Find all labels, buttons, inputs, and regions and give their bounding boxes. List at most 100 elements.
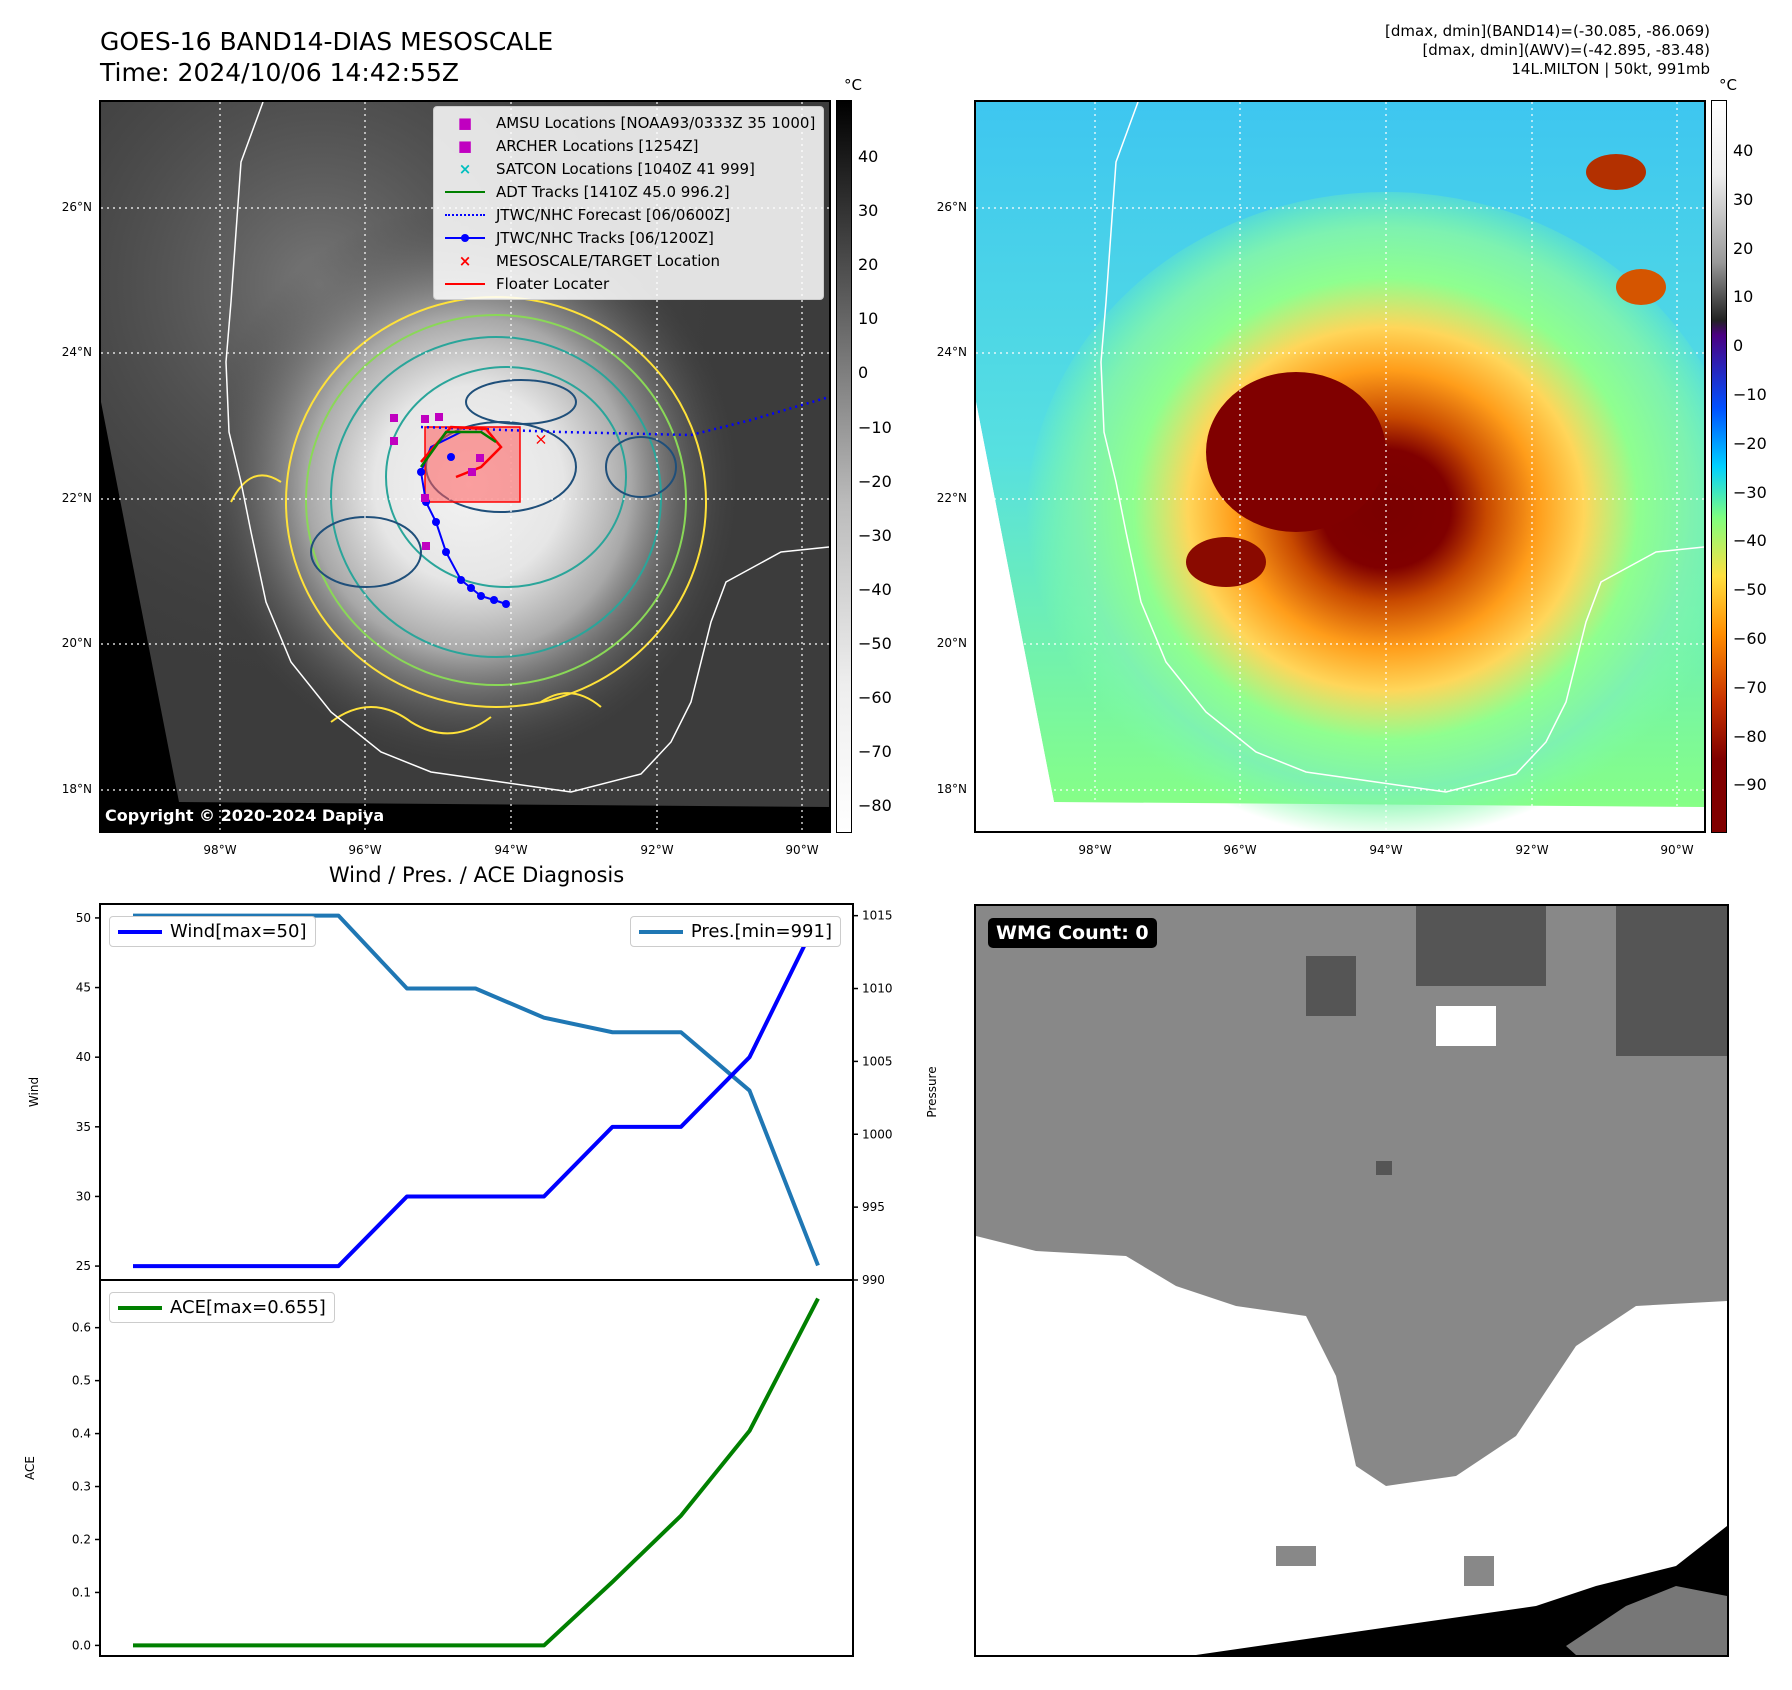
wmg-image bbox=[976, 906, 1727, 1655]
colorbar-tick: −30 bbox=[1733, 482, 1767, 502]
ace-axis-tick-label: 0.2 bbox=[72, 1532, 91, 1546]
legend-marker bbox=[442, 229, 488, 247]
ace-axis-tick-label: 0.5 bbox=[72, 1374, 91, 1388]
colorbar-tick: −80 bbox=[858, 796, 892, 816]
ace-axis-tick-label: 0.0 bbox=[72, 1638, 91, 1652]
wind-axis-label: Wind bbox=[27, 1077, 41, 1107]
legend-marker: × bbox=[458, 251, 472, 270]
colorbar-tick: −40 bbox=[1733, 531, 1767, 551]
legend-marker: × bbox=[458, 159, 472, 178]
legend-label: SATCON Locations [1040Z 41 999] bbox=[496, 159, 755, 178]
legend-label: JTWC/NHC Forecast [06/0600Z] bbox=[496, 205, 731, 224]
wind-legend-label: Wind[max=50] bbox=[170, 921, 307, 942]
wind-axis-tick-label: 40 bbox=[76, 1050, 91, 1064]
lat-tick-label: 26°N bbox=[61, 200, 92, 214]
lat-tick-label: 26°N bbox=[936, 200, 967, 214]
lat-tick-label: 22°N bbox=[936, 491, 967, 505]
wind-axis-tick-label: 25 bbox=[76, 1259, 91, 1273]
colorbar-tick: −70 bbox=[1733, 677, 1767, 697]
legend-marker: ■ bbox=[457, 113, 473, 132]
colorbar-tick: 0 bbox=[858, 363, 869, 383]
title-line1: GOES-16 BAND14-DIAS MESOSCALE bbox=[100, 27, 554, 56]
legend-label: ARCHER Locations [1254Z] bbox=[496, 136, 699, 155]
colorbar-tick: −80 bbox=[1733, 726, 1767, 746]
pressure-series-line bbox=[133, 913, 820, 1267]
colorbar-tick: 20 bbox=[858, 255, 879, 275]
ace-legend: ACE[max=0.655] bbox=[109, 1292, 335, 1323]
map-legend: ■ AMSU Locations [NOAA93/0333Z 35 1000] ■ A… bbox=[433, 106, 825, 300]
ace-plot-frame bbox=[99, 1279, 854, 1657]
legend-label: MESOSCALE/TARGET Location bbox=[496, 251, 721, 270]
ir-map-left: × ■ AMSU Locations [NOAA93/0333Z 35 1000]… bbox=[99, 100, 831, 833]
ace-series-line bbox=[133, 1297, 820, 1648]
legend-entry: × MESOSCALE/TARGET Location bbox=[442, 249, 815, 272]
wind-axis-tick-label: 50 bbox=[76, 911, 91, 925]
wmg-panel: WMG Count: 0 bbox=[974, 904, 1729, 1657]
colorbar-tick: −30 bbox=[858, 525, 892, 545]
legend-entry: JTWC/NHC Forecast [06/0600Z] bbox=[442, 203, 815, 226]
pressure-axis-tick-label: 995 bbox=[862, 1200, 885, 1214]
ace-axis-tick-label: 0.6 bbox=[72, 1321, 91, 1335]
info-block: [dmax, dmin](BAND14)=(-30.085, -86.069) … bbox=[1385, 22, 1710, 79]
lat-tick-label: 20°N bbox=[61, 636, 92, 650]
pressure-axis-label: Pressure bbox=[925, 1066, 939, 1117]
lat-tick-label: 24°N bbox=[61, 345, 92, 359]
legend-entry: × SATCON Locations [1040Z 41 999] bbox=[442, 157, 815, 180]
colorbar-tick: −10 bbox=[1733, 385, 1767, 404]
pressure-axis-tick-label: 1005 bbox=[862, 1054, 893, 1068]
lon-tick-label: 98°W bbox=[1078, 843, 1112, 857]
lon-tick-label: 90°W bbox=[1660, 843, 1694, 857]
colorbar-tick: −70 bbox=[858, 742, 892, 762]
right-colorbar bbox=[1711, 100, 1727, 833]
legend-label: ADT Tracks [1410Z 45.0 996.2] bbox=[496, 182, 730, 201]
ace-legend-label: ACE[max=0.655] bbox=[170, 1297, 326, 1318]
ace-axis-tick-label: 0.1 bbox=[72, 1585, 91, 1599]
info-line3: 14L.MILTON | 50kt, 991mb bbox=[1511, 60, 1710, 78]
ace-legend-line bbox=[118, 1305, 162, 1310]
legend-label: AMSU Locations [NOAA93/0333Z 35 1000] bbox=[496, 113, 816, 132]
colorbar-tick: −50 bbox=[858, 633, 892, 653]
wind-series-line bbox=[133, 917, 820, 1269]
lat-tick-label: 18°N bbox=[936, 782, 967, 796]
lon-tick-label: 92°W bbox=[640, 843, 674, 857]
legend-label: Floater Locater bbox=[496, 274, 610, 293]
pressure-legend: Pres.[min=991] bbox=[629, 916, 841, 947]
ace-axis-tick-label: 0.3 bbox=[72, 1480, 91, 1494]
legend-entry: ■ ARCHER Locations [1254Z] bbox=[442, 134, 815, 157]
ir-map-right bbox=[974, 100, 1706, 833]
legend-marker bbox=[442, 183, 488, 201]
legend-label: JTWC/NHC Tracks [06/1200Z] bbox=[496, 228, 714, 247]
left-colorbar bbox=[836, 100, 852, 833]
lat-tick-label: 18°N bbox=[61, 782, 92, 796]
diagnosis-title: Wind / Pres. / ACE Diagnosis bbox=[328, 863, 625, 887]
ace-axis-label: ACE bbox=[23, 1456, 37, 1480]
colorbar-tick: −50 bbox=[1733, 580, 1767, 600]
wind-legend-line bbox=[118, 929, 162, 934]
legend-entry: ADT Tracks [1410Z 45.0 996.2] bbox=[442, 180, 815, 203]
pressure-axis-tick-label: 1010 bbox=[862, 982, 893, 996]
lon-tick-label: 94°W bbox=[494, 843, 528, 857]
colorbar-tick: −20 bbox=[858, 471, 892, 491]
wind-axis-tick-label: 30 bbox=[76, 1189, 91, 1203]
colorbar-tick: 30 bbox=[858, 201, 879, 221]
lon-tick-label: 98°W bbox=[203, 843, 237, 857]
colorbar-tick: −20 bbox=[1733, 433, 1767, 453]
pressure-axis-tick-label: 1000 bbox=[862, 1127, 893, 1141]
info-line1: [dmax, dmin](BAND14)=(-30.085, -86.069) bbox=[1385, 22, 1710, 40]
wmg-count-label: WMG Count: 0 bbox=[988, 918, 1157, 948]
figure-title: GOES-16 BAND14-DIAS MESOSCALE Time: 2024… bbox=[100, 26, 553, 88]
enhanced-ir-image bbox=[976, 102, 1704, 831]
colorbar-tick: −60 bbox=[1733, 629, 1767, 648]
colorbar-tick: 30 bbox=[1733, 189, 1754, 209]
colorbar-tick: 0 bbox=[1733, 336, 1744, 356]
lon-tick-label: 96°W bbox=[1223, 843, 1257, 857]
lat-tick-label: 24°N bbox=[936, 345, 967, 359]
colorbar-tick: 40 bbox=[858, 147, 879, 166]
pressure-legend-line bbox=[638, 929, 683, 934]
lon-tick-label: 96°W bbox=[348, 843, 382, 857]
pressure-axis-tick-label: 1015 bbox=[862, 909, 893, 923]
legend-marker: ■ bbox=[457, 136, 473, 155]
pressure-axis-tick-label: 990 bbox=[862, 1273, 885, 1287]
colorbar-tick: 20 bbox=[1733, 238, 1754, 258]
legend-entry: ■ AMSU Locations [NOAA93/0333Z 35 1000] bbox=[442, 111, 815, 134]
